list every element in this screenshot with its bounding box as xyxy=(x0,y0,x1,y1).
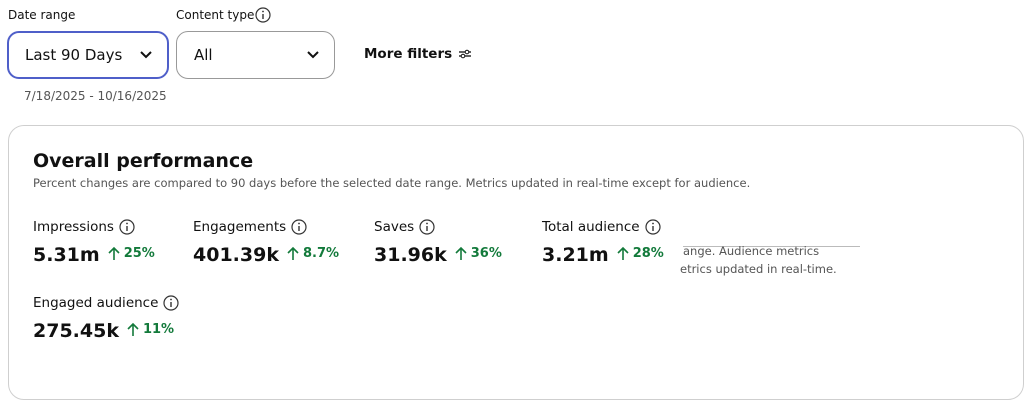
metric-name-text: Engagements xyxy=(193,219,287,235)
up-arrow xyxy=(127,322,139,336)
metric-change: 25% xyxy=(108,246,155,261)
performance-panel xyxy=(8,125,1024,400)
metric-change-text: 25% xyxy=(123,246,155,261)
panel-title: Overall performance xyxy=(33,150,254,172)
info-icon[interactable] xyxy=(419,219,435,235)
info-icon[interactable] xyxy=(119,219,135,235)
metric-name-text: Total audience xyxy=(542,219,640,235)
up-arrow xyxy=(287,246,299,260)
date-range-value: Last 90 Days xyxy=(25,46,123,64)
content-type-dropdown[interactable]: All xyxy=(176,31,335,79)
tooltip-fragment: ange. Audience metrics etrics updated in… xyxy=(680,243,860,279)
metric: Engaged audience 275.45k 11% xyxy=(33,295,180,342)
info-icon[interactable] xyxy=(163,295,180,311)
metric-value-row: 401.39k 8.7% xyxy=(193,244,339,266)
tooltip-line: etrics updated in real-time. xyxy=(680,262,837,276)
metric: Total audience 3.21m 28% xyxy=(542,219,664,266)
metric-change-text: 28% xyxy=(632,246,664,261)
metric-value-row: 31.96k 36% xyxy=(374,244,502,266)
metric-name: Total audience xyxy=(542,219,664,235)
info-icon[interactable] xyxy=(644,219,661,235)
metric-change-text: 11% xyxy=(142,322,175,337)
metric-name: Saves xyxy=(374,219,502,235)
metric: Engagements 401.39k 8.7% xyxy=(193,219,339,266)
more-filters-button[interactable]: More filters xyxy=(364,46,472,62)
metric-name: Engaged audience xyxy=(33,295,180,311)
chevron xyxy=(307,51,319,59)
date-range-dropdown[interactable]: Last 90 Days xyxy=(7,31,169,79)
panel-subtitle: Percent changes are compared to 90 days … xyxy=(33,176,751,190)
metric-value-row: 275.45k 11% xyxy=(33,320,179,342)
metric-value: 275.45k xyxy=(33,320,119,342)
metric-name-text: Impressions xyxy=(33,219,114,235)
metric-change: 8.7% xyxy=(287,246,339,261)
content-type-label: Content type xyxy=(176,8,255,22)
metric-name-text: Saves xyxy=(374,219,415,235)
metric-name-text: Engaged audience xyxy=(33,295,159,311)
metric-change: 28% xyxy=(617,246,664,261)
metric-value-row: 5.31m 25% xyxy=(33,244,155,266)
metric-change-text: 8.7% xyxy=(302,246,340,261)
tooltip-edge xyxy=(683,246,860,247)
info-icon[interactable] xyxy=(255,7,271,23)
metric-value: 401.39k xyxy=(193,244,279,266)
up-arrow xyxy=(617,246,629,260)
date-range-dates: 7/18/2025 - 10/16/2025 xyxy=(24,89,167,103)
metric-value: 3.21m xyxy=(542,244,609,266)
content-type-value: All xyxy=(194,46,213,64)
metric-change-text: 36% xyxy=(470,246,502,261)
metric-value: 31.96k xyxy=(374,244,447,266)
info-icon[interactable] xyxy=(291,219,307,235)
metric-value-row: 3.21m 28% xyxy=(542,244,664,266)
chevron xyxy=(140,51,152,59)
metric-name: Impressions xyxy=(33,219,155,235)
metric-change: 11% xyxy=(127,322,174,337)
metric-name: Engagements xyxy=(193,219,339,235)
metric: Saves 31.96k 36% xyxy=(374,219,502,266)
up-arrow xyxy=(108,246,120,260)
up-arrow xyxy=(455,246,467,260)
metric-change: 36% xyxy=(455,246,502,261)
filter-icon xyxy=(459,49,472,59)
more-filters-text: More filters xyxy=(364,46,453,62)
date-range-label: Date range xyxy=(8,8,76,22)
metric-value: 5.31m xyxy=(33,244,100,266)
metric: Impressions 5.31m 25% xyxy=(33,219,155,266)
tooltip-line: ange. Audience metrics xyxy=(683,244,820,258)
